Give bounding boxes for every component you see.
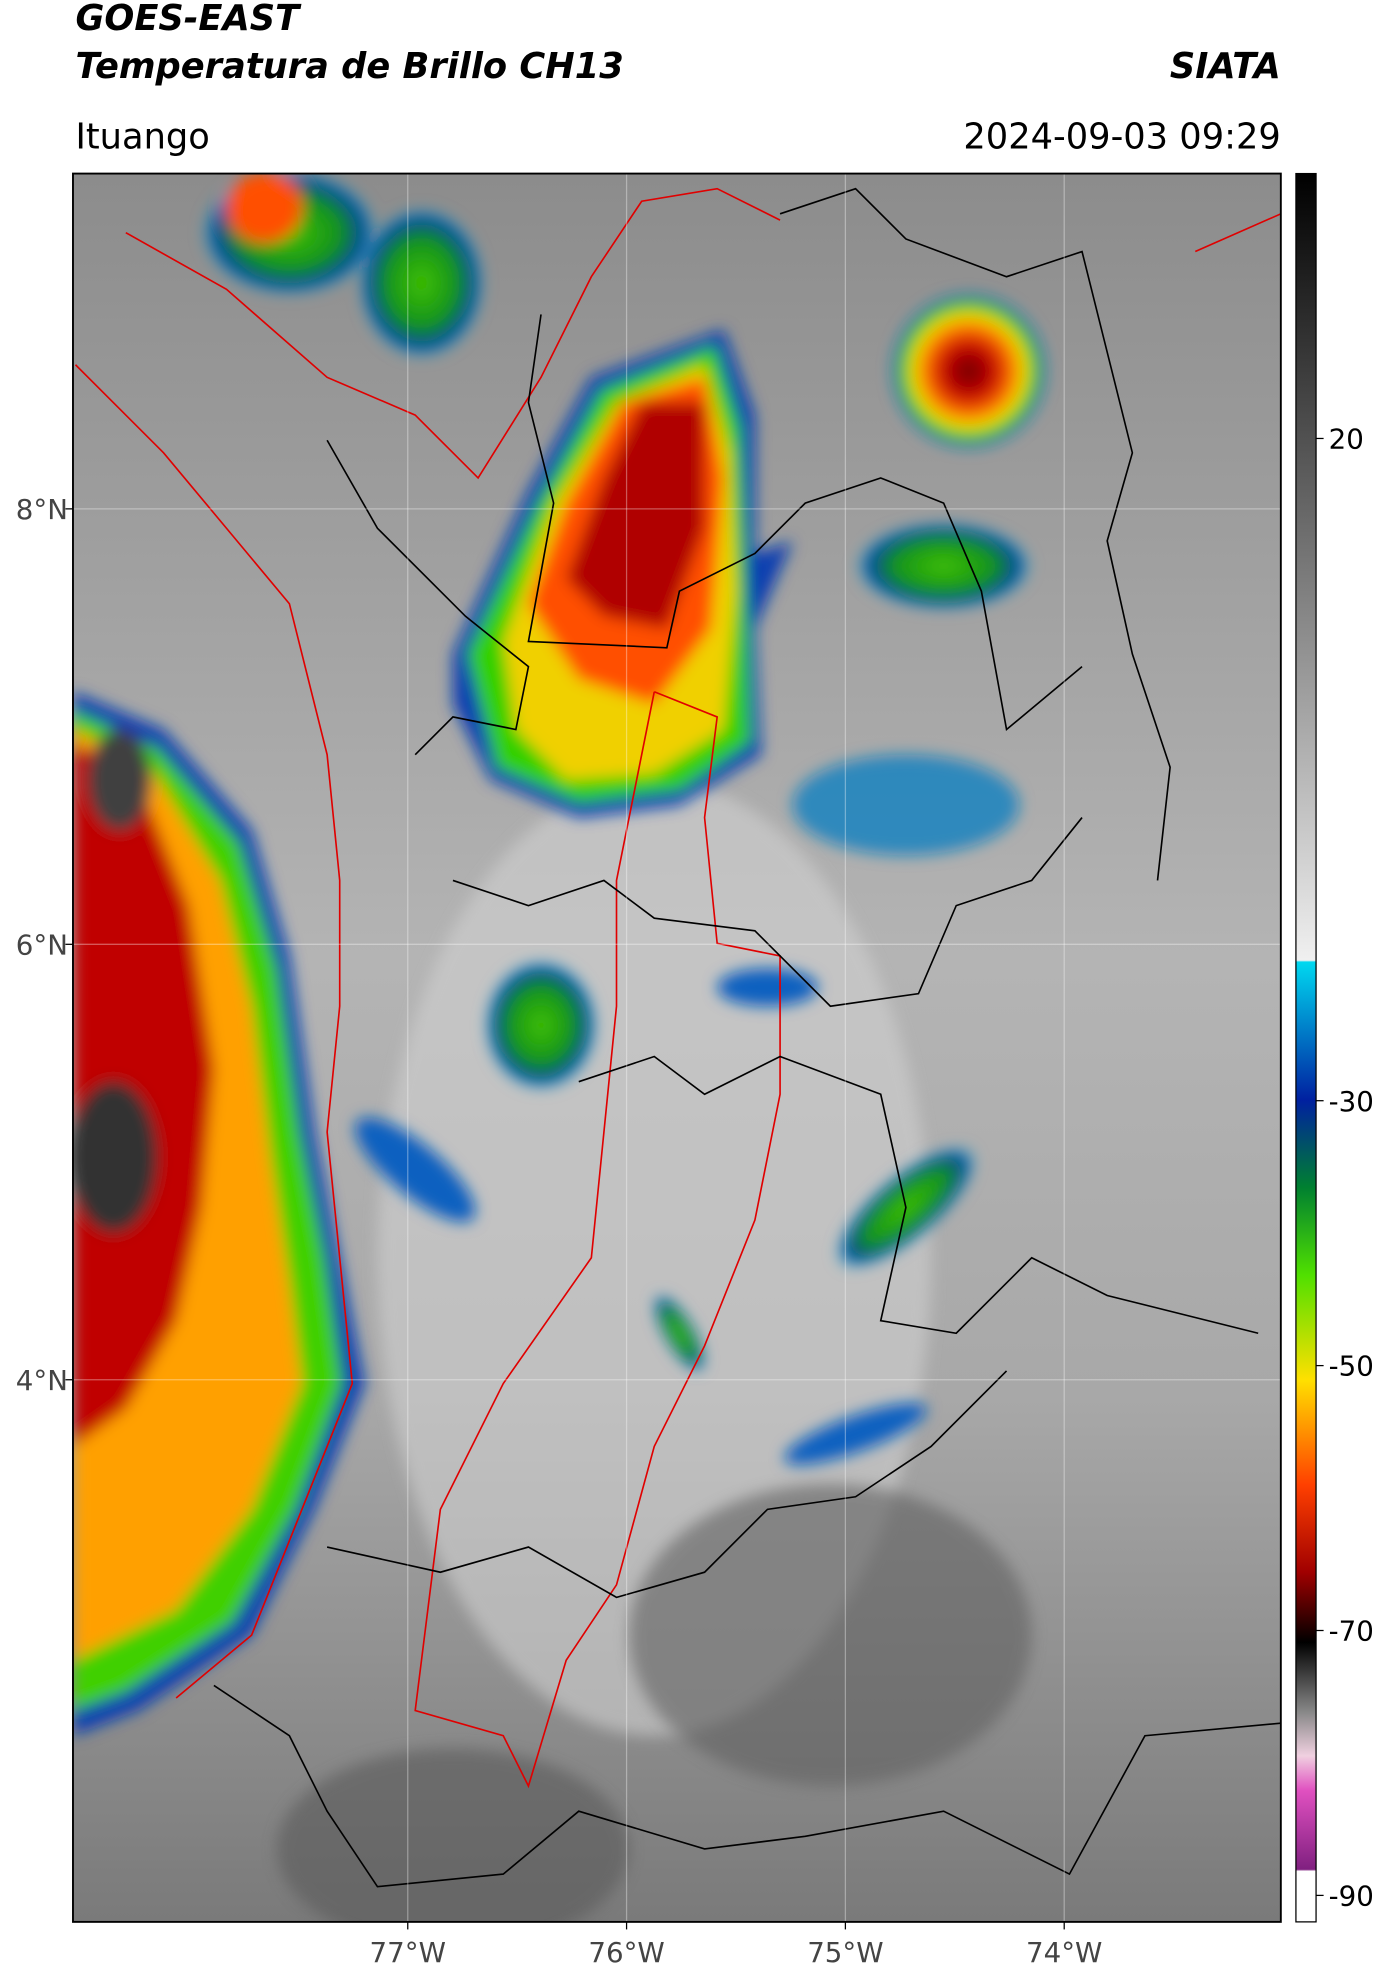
satellite-image xyxy=(72,173,1281,1922)
map-frame xyxy=(72,172,1282,1923)
grid xyxy=(72,173,1281,1922)
colorbar xyxy=(1295,172,1317,1923)
brand: SIATA xyxy=(1170,46,1281,87)
colorbar-tick-label: -30 xyxy=(1329,1085,1374,1118)
colorbar-tick-label: -90 xyxy=(1329,1879,1374,1912)
y-tick-label: 6°N xyxy=(16,928,68,961)
x-tick-label: 75°W xyxy=(807,1936,883,1969)
colorbar-tick-label: -50 xyxy=(1329,1350,1374,1383)
location: Ituango xyxy=(75,116,209,157)
x-tick-label: 76°W xyxy=(588,1936,664,1969)
y-tick-label: 4°N xyxy=(16,1364,68,1397)
x-tick-label: 77°W xyxy=(370,1936,446,1969)
x-tick-label: 74°W xyxy=(1026,1936,1102,1969)
title: GOES-EAST xyxy=(75,0,302,39)
subtitle: Temperatura de Brillo CH13 xyxy=(75,46,623,87)
colorbar-tick-label: 20 xyxy=(1329,423,1364,456)
timestamp: 2024-09-03 09:29 xyxy=(963,116,1280,157)
y-tick-label: 8°N xyxy=(16,493,68,526)
colorbar-tick-label: -70 xyxy=(1329,1615,1374,1648)
